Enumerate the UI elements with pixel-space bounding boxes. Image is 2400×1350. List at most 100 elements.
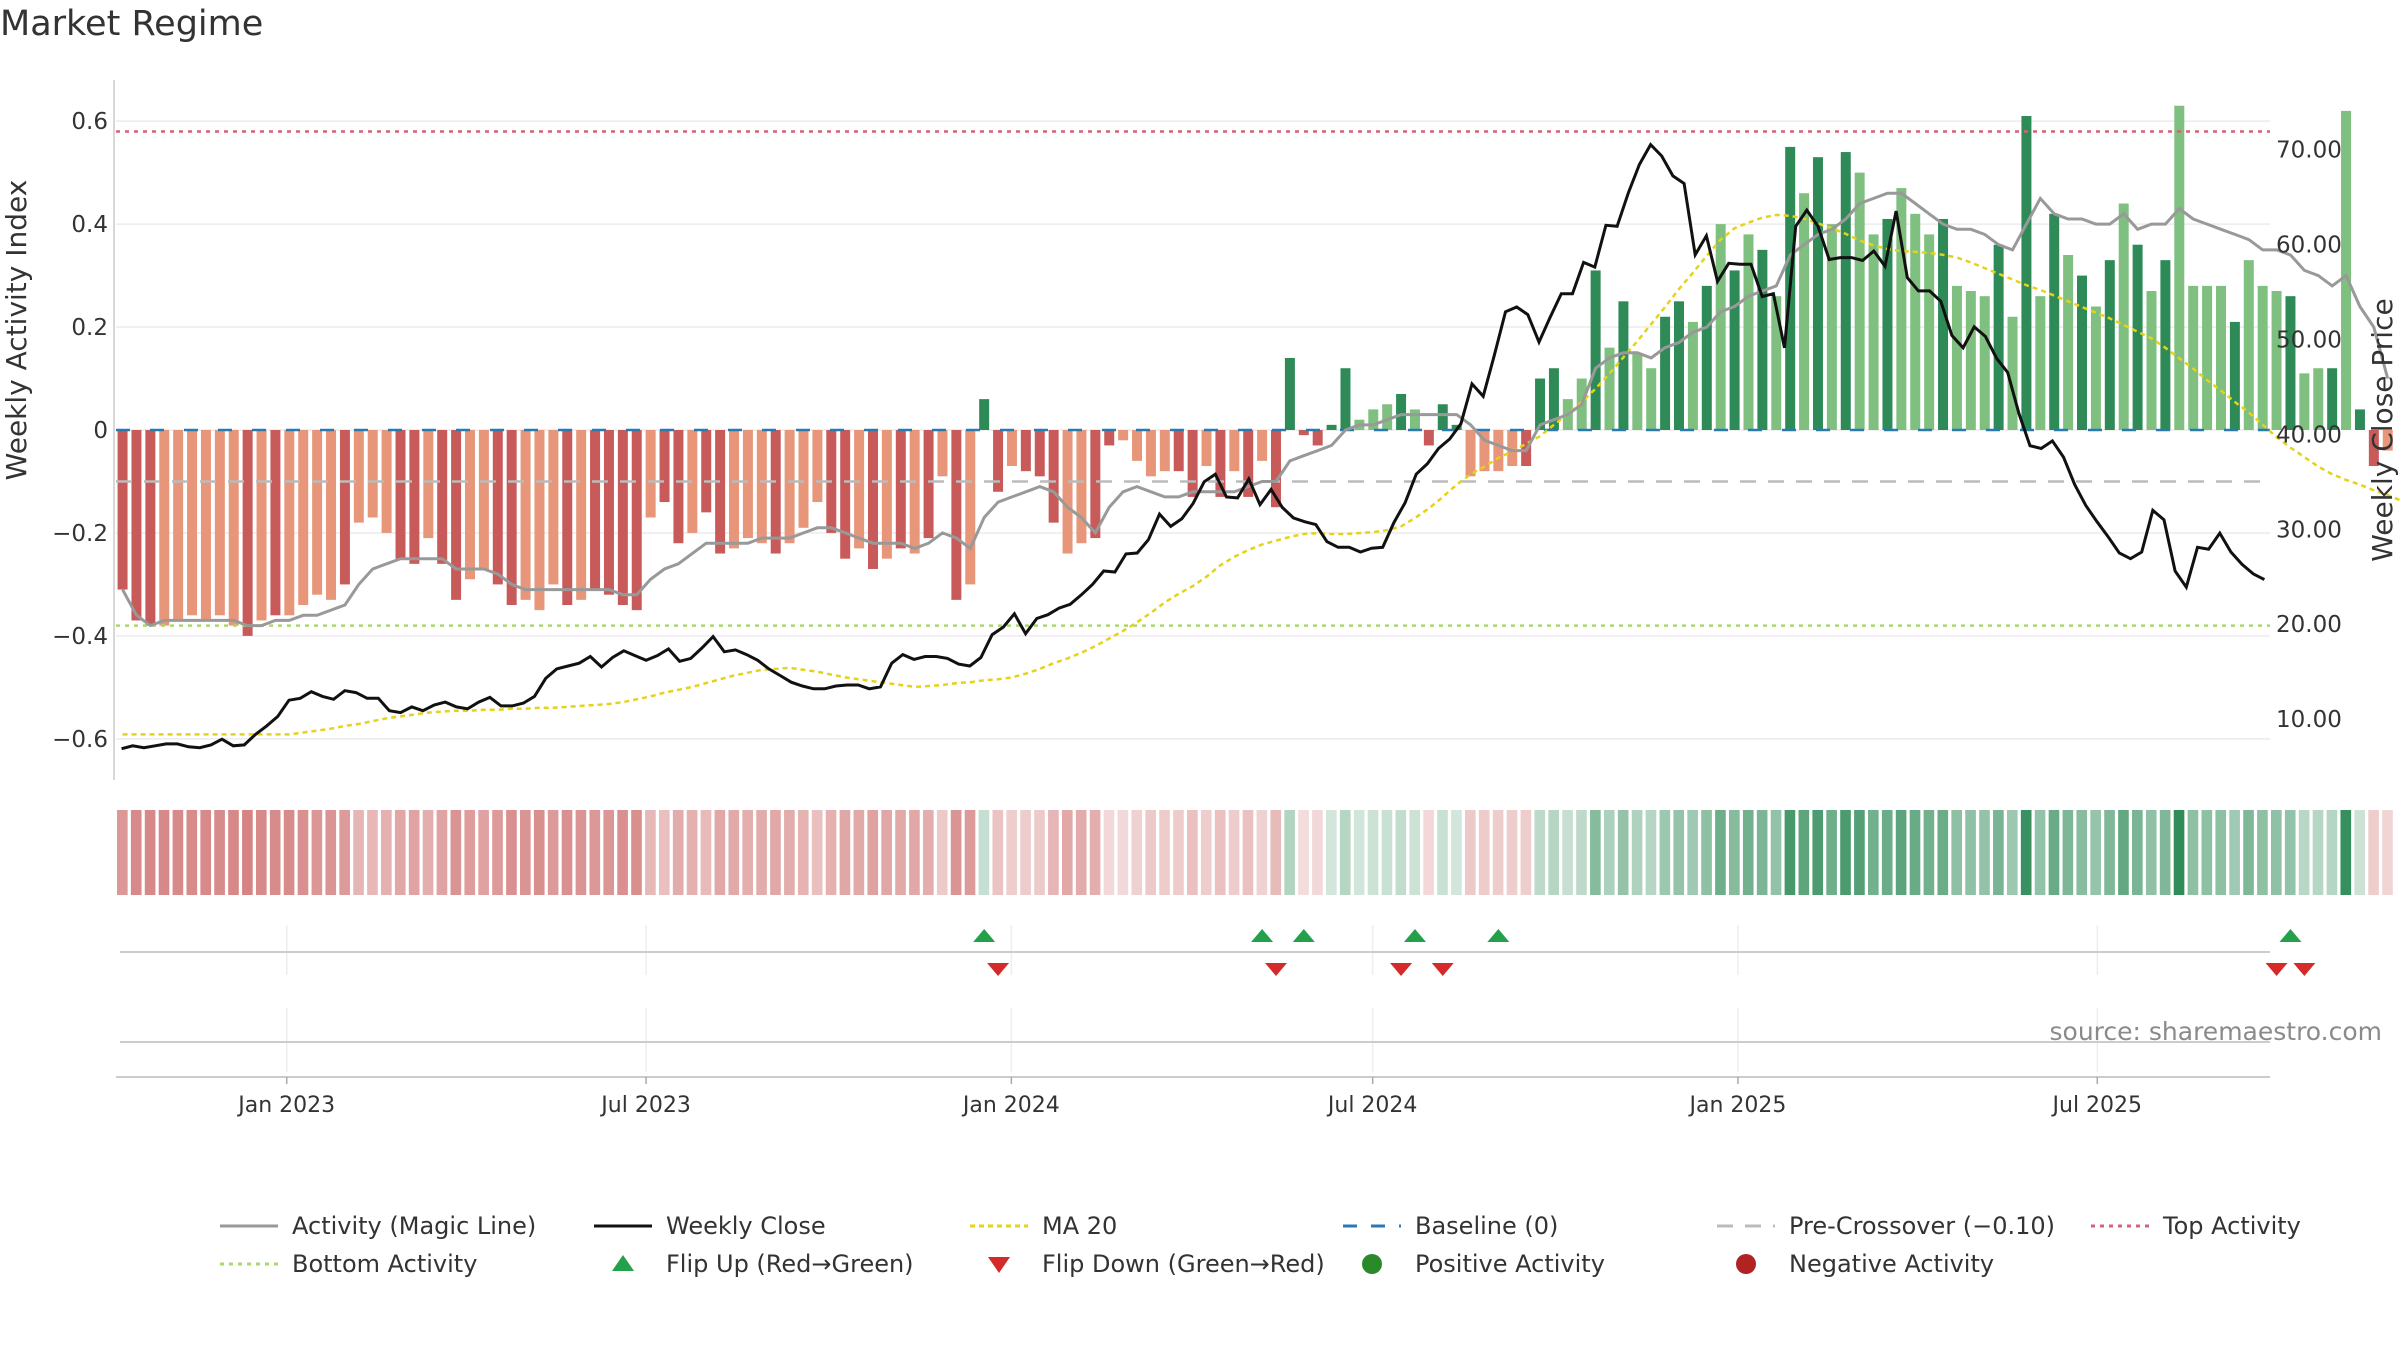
activity-bar xyxy=(881,430,892,559)
activity-bar xyxy=(715,430,726,554)
activity-bar xyxy=(1701,285,1712,430)
activity-bar xyxy=(1382,404,1393,430)
activity-bar xyxy=(145,430,156,626)
activity-bar xyxy=(965,430,976,585)
activity-bar xyxy=(1882,218,1893,430)
regime-strip-cell xyxy=(658,810,670,895)
regime-strip-cell xyxy=(1909,810,1921,895)
activity-bar xyxy=(492,430,503,585)
activity-bar xyxy=(1479,430,1490,472)
activity-bar xyxy=(1646,368,1657,430)
flip-up-marker xyxy=(1487,929,1510,942)
activity-bar xyxy=(1132,430,1143,461)
activity-bar xyxy=(645,430,656,518)
activity-bar xyxy=(2341,110,2352,430)
regime-strip-cell xyxy=(1339,810,1351,895)
regime-strip-cell xyxy=(1673,810,1685,895)
activity-bar xyxy=(673,430,684,544)
regime-strip-cell xyxy=(422,810,434,895)
regime-strip-cell xyxy=(2187,810,2199,895)
activity-bar xyxy=(395,430,406,559)
flip-up-marker xyxy=(1292,929,1315,942)
activity-bar xyxy=(1340,368,1351,430)
regime-strip-cell xyxy=(1617,810,1629,895)
legend-label: Baseline (0) xyxy=(1415,1212,1558,1240)
activity-bar xyxy=(1924,234,1935,430)
x-tick-label: Jul 2025 xyxy=(2051,1093,2143,1118)
activity-bar xyxy=(339,430,350,585)
activity-bar xyxy=(1257,430,1268,461)
activity-bar xyxy=(2215,285,2226,430)
regime-strip-cell xyxy=(2034,810,2046,895)
activity-bar xyxy=(1757,249,1768,430)
activity-bar xyxy=(2007,316,2018,430)
activity-bar xyxy=(409,430,420,564)
activity-bar xyxy=(1409,409,1420,430)
regime-strip-cell xyxy=(1951,810,1963,895)
activity-bar xyxy=(2299,373,2310,430)
regime-strip-cell xyxy=(2340,810,2352,895)
x-tick-label: Jul 2024 xyxy=(1326,1093,1418,1118)
regime-strip-cell xyxy=(561,810,573,895)
regime-strip-cell xyxy=(172,810,184,895)
left-tick-label: −0.6 xyxy=(52,727,108,753)
right-tick-label: 60.00 xyxy=(2276,232,2342,258)
activity-bar xyxy=(1173,430,1184,472)
activity-bar xyxy=(1618,301,1629,430)
activity-bar xyxy=(562,430,573,605)
x-tick-label: Jul 2023 xyxy=(599,1093,691,1118)
activity-bar xyxy=(200,430,211,621)
activity-bar xyxy=(2132,244,2143,430)
activity-bar xyxy=(1145,430,1156,477)
activity-bar xyxy=(2160,260,2171,430)
right-tick-label: 40.00 xyxy=(2276,422,2342,448)
page-title: Market Regime xyxy=(0,4,264,44)
regime-strip-cell xyxy=(492,810,503,895)
regime-strip-cell xyxy=(1048,810,1059,895)
activity-bar xyxy=(437,430,448,564)
activity-bar xyxy=(1687,321,1698,430)
legend-label: Pre-Crossover (−0.10) xyxy=(1789,1212,2055,1240)
activity-bar xyxy=(937,430,948,477)
regime-strip-cell xyxy=(2132,810,2143,895)
activity-bar xyxy=(1201,430,1212,467)
regime-strip-cell xyxy=(1729,810,1740,895)
activity-bar xyxy=(1812,157,1823,431)
activity-bar xyxy=(1965,291,1976,430)
activity-bar xyxy=(1104,430,1115,446)
activity-bar xyxy=(1951,285,1962,430)
regime-strip-cell xyxy=(909,810,920,895)
flip-up-marker xyxy=(973,929,996,942)
activity-bar xyxy=(1715,224,1726,430)
right-tick-label: 70.00 xyxy=(2276,137,2342,163)
activity-bar xyxy=(464,430,475,580)
regime-strip-cell xyxy=(1187,810,1198,895)
regime-strip-cell xyxy=(408,810,420,895)
regime-strip-cell xyxy=(1256,810,1268,895)
regime-strip-cell xyxy=(1520,810,1532,895)
legend-label: Negative Activity xyxy=(1789,1250,1994,1278)
regime-strip-cell xyxy=(1409,810,1421,895)
left-tick-label: 0.2 xyxy=(71,315,108,341)
activity-bar xyxy=(1048,430,1059,523)
activity-bar xyxy=(2271,291,2282,430)
activity-bar xyxy=(1548,368,1559,430)
regime-strip-cell xyxy=(714,810,726,895)
legend-label: Top Activity xyxy=(2162,1212,2301,1240)
activity-bar xyxy=(1187,430,1198,497)
activity-bar xyxy=(478,430,489,569)
left-tick-label: 0.6 xyxy=(71,109,108,135)
regime-strip-cell xyxy=(367,810,378,895)
activity-bar xyxy=(576,430,587,600)
regime-strip-cell xyxy=(381,810,392,895)
regime-strip-cell xyxy=(1437,810,1448,895)
right-tick-label: 10.00 xyxy=(2276,707,2342,733)
regime-strip-cell xyxy=(853,810,865,895)
activity-bar xyxy=(131,430,142,621)
regime-strip-cell xyxy=(978,810,990,895)
regime-strip-cell xyxy=(297,810,309,895)
activity-bar xyxy=(187,430,198,616)
legend-label: Flip Down (Green→Red) xyxy=(1042,1250,1325,1278)
ma20-line xyxy=(122,213,2400,736)
regime-strip-cell xyxy=(1895,810,1907,895)
